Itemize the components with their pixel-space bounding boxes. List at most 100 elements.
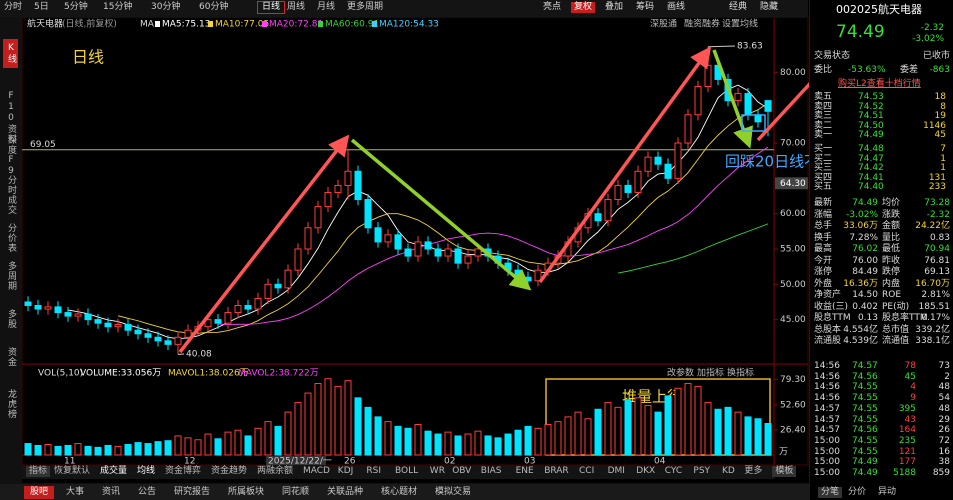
indicator-tab[interactable]: WR <box>429 466 445 476</box>
side-tab[interactable]: 分价表 <box>6 223 16 253</box>
candle-body <box>404 248 412 257</box>
bottom-tab[interactable]: 关联品种 <box>327 487 364 497</box>
l2-link[interactable]: 购买L2查看十档行情 <box>838 79 921 89</box>
period-button[interactable]: 15分钟 <box>103 2 133 12</box>
period-button[interactable]: 60分钟 <box>199 2 229 12</box>
bottom-tab[interactable]: 大事 <box>66 487 85 497</box>
side-tab[interactable]: 多周期 <box>6 261 16 291</box>
bottom-tab[interactable]: 同花顺 <box>282 487 310 497</box>
tool-button[interactable]: 复权 <box>571 2 596 13</box>
indicator-tab[interactable]: 模板 <box>772 466 797 477</box>
indicator-tab[interactable]: 恢复默认 <box>54 466 91 476</box>
side-tab[interactable]: 资金 <box>6 347 16 367</box>
indicator-tab[interactable]: ENE <box>515 466 534 476</box>
side-tab[interactable]: 分时成交 <box>6 175 16 215</box>
indicator-tab[interactable]: 两融余额 <box>257 466 294 476</box>
tool-button[interactable]: 经典 <box>729 2 748 12</box>
volume-bar <box>154 441 162 456</box>
bottom-tab[interactable]: 研究报告 <box>174 487 211 497</box>
indicator-tab[interactable]: 更多 <box>744 466 763 476</box>
bottom-tab[interactable]: 所属板块 <box>228 487 265 497</box>
side-tab[interactable]: F10资料 <box>6 91 16 144</box>
book-volume: 1 <box>940 163 946 174</box>
bottom-tab[interactable]: 模拟交易 <box>435 487 472 497</box>
quote-tab[interactable]: 异动 <box>878 487 897 497</box>
volume-link[interactable]: 加指标 <box>697 367 724 379</box>
period-button[interactable]: 日线 <box>257 1 286 14</box>
book-price: 74.52 <box>858 101 884 112</box>
chart-link[interactable]: 深股通 <box>650 19 677 30</box>
indicator-tab[interactable]: RSI <box>366 466 382 476</box>
indicator-tab[interactable]: 均线 <box>137 466 156 476</box>
tool-button[interactable]: 叠加 <box>605 2 624 12</box>
volume-link[interactable]: 换指标 <box>727 367 754 379</box>
chart-link[interactable]: 融资融券 <box>684 18 720 30</box>
indicator-tab[interactable]: 资金博弈 <box>165 466 202 476</box>
volume-bar <box>504 433 512 456</box>
stat-label: 收益(三) <box>814 301 849 312</box>
indicator-tab[interactable]: KD <box>722 466 735 476</box>
tick-time: 14:56 <box>814 393 840 404</box>
candle-body <box>644 156 652 172</box>
period-button[interactable]: 30分钟 <box>151 2 181 12</box>
indicator-tab[interactable]: BOLL <box>395 466 419 476</box>
tick-volume: 235 <box>898 435 916 446</box>
indicator-tab[interactable]: DMI <box>607 466 625 476</box>
volume-bar <box>444 431 452 456</box>
period-button[interactable]: 分时 <box>4 2 23 12</box>
volume-bar <box>724 406 732 456</box>
tick-time: 14:57 <box>814 414 840 425</box>
indicator-tab[interactable]: BRAR <box>544 466 569 476</box>
quote-tab[interactable]: 分价 <box>848 487 867 497</box>
side-tab[interactable]: 深度F9 <box>6 135 16 177</box>
candle-body <box>114 324 122 328</box>
indicator-tab[interactable]: BIAS <box>480 466 502 476</box>
chart-link[interactable]: 设置均线 <box>722 18 758 30</box>
period-button[interactable]: 月线 <box>317 2 336 12</box>
indicator-tab[interactable]: 成交量 <box>100 466 128 476</box>
tool-button[interactable]: 画线 <box>667 2 686 12</box>
stat-value: 76.81 <box>924 255 950 266</box>
volume-bar <box>384 421 392 456</box>
bottom-tab[interactable]: 资讯 <box>102 487 121 497</box>
volume-bar <box>674 387 682 456</box>
book-label: 买四 <box>814 172 833 183</box>
volume-link[interactable]: 改参数 <box>667 367 694 379</box>
tool-button[interactable]: 亮点 <box>543 2 562 12</box>
tick-count: 73 <box>938 361 950 371</box>
side-tab[interactable]: 多股 <box>6 309 16 329</box>
indicator-tab[interactable]: PSY <box>693 466 711 476</box>
stat-label: 最新 <box>814 198 833 208</box>
indicator-tab[interactable]: CCI <box>579 466 595 476</box>
bottom-tab[interactable]: 核心题材 <box>381 487 418 497</box>
candle-body <box>594 213 602 222</box>
book-label: 卖二 <box>814 120 833 131</box>
volume-bar <box>124 444 132 456</box>
side-tab[interactable]: 龙虎榜 <box>6 389 16 419</box>
indicator-tab[interactable]: CYC <box>664 466 683 476</box>
book-price: 74.47 <box>858 153 884 164</box>
tool-button[interactable]: 筹码 <box>636 2 655 12</box>
indicator-tab[interactable]: KDJ <box>337 466 354 476</box>
kline-chart: 航天电器 (日线,前复权) MA 日线 回踩20日线不破 堆量上行 万 MA5:… <box>21 16 809 467</box>
indicator-tab[interactable]: DKX <box>636 466 656 476</box>
quote-tab[interactable]: 分笔 <box>818 487 843 498</box>
indicator-tab[interactable]: 资金趋势 <box>211 466 248 476</box>
bottom-tab[interactable]: 公告 <box>138 487 157 497</box>
volume-bar <box>264 421 272 456</box>
tool-button[interactable]: 隐藏 <box>760 2 779 12</box>
candle-body <box>184 329 192 338</box>
candle-body <box>714 64 722 80</box>
indicator-tab[interactable]: MACD <box>303 466 330 476</box>
bottom-tab[interactable]: 股吧 <box>24 486 55 499</box>
period-button[interactable]: 更多周期 <box>347 2 384 12</box>
candle-body <box>754 114 762 123</box>
period-button[interactable]: 5日 <box>34 2 49 12</box>
period-button[interactable]: 5分钟 <box>64 2 88 12</box>
tick-time: 14:56 <box>814 382 840 393</box>
indicator-tab[interactable]: OBV <box>452 466 472 476</box>
period-button[interactable]: 周线 <box>287 2 306 12</box>
side-tab[interactable]: K线 <box>3 39 18 68</box>
volume-bar <box>764 422 772 456</box>
indicator-tab[interactable]: 指标 <box>26 466 51 477</box>
